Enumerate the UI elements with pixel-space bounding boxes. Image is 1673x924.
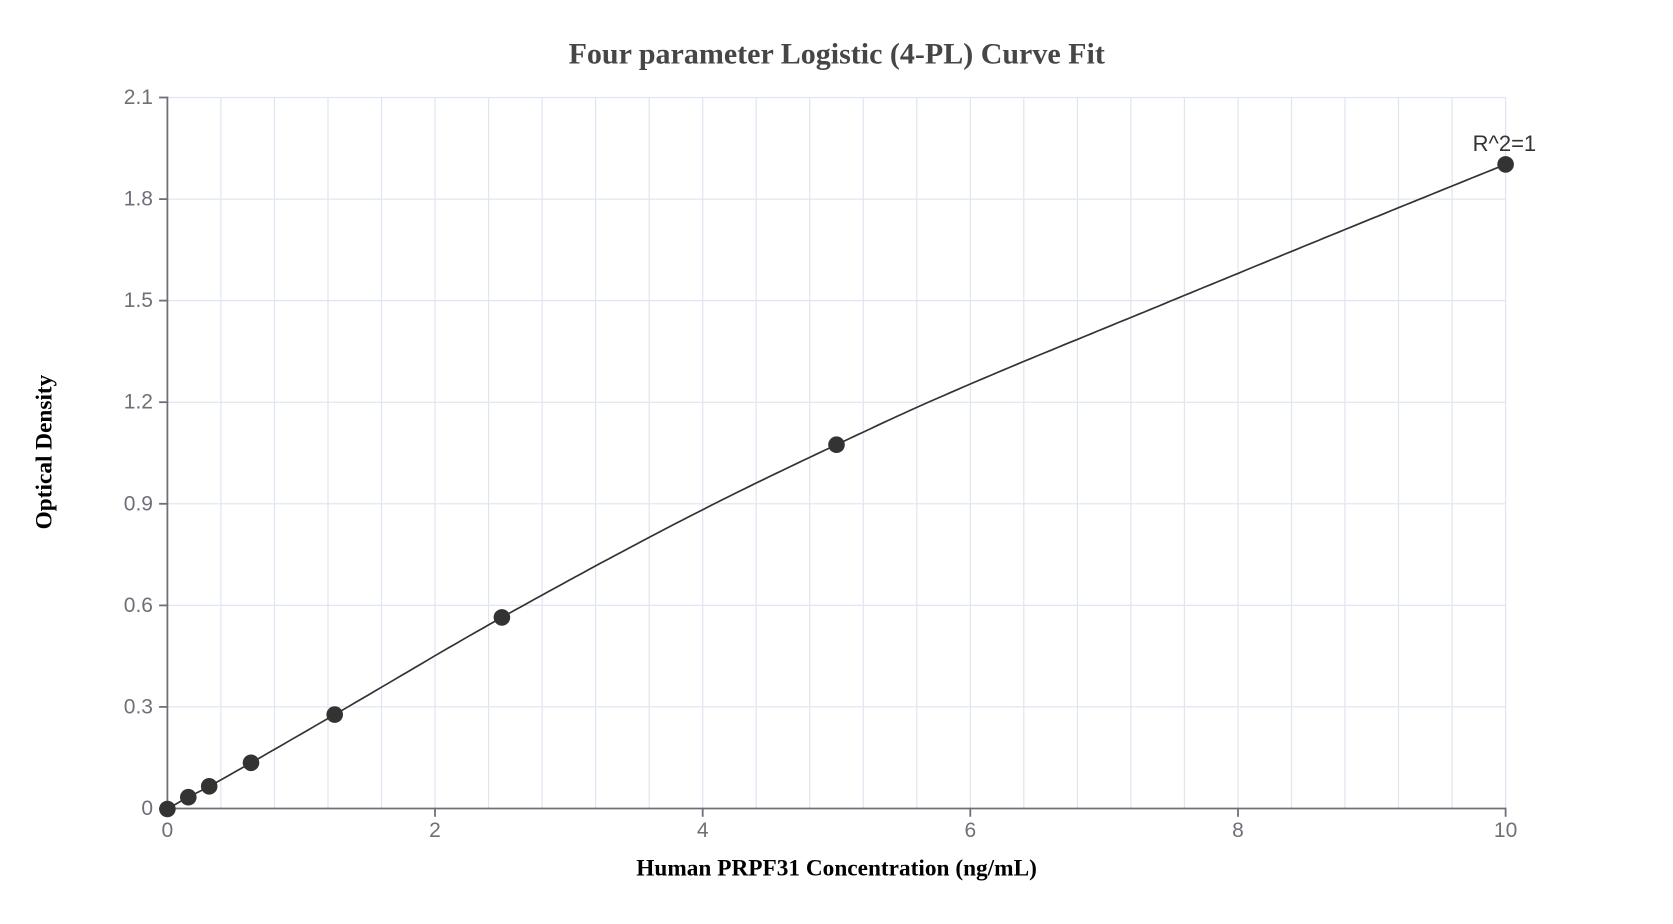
svg-text:4: 4 (697, 819, 709, 842)
svg-text:0.3: 0.3 (124, 695, 153, 718)
svg-text:1.8: 1.8 (124, 188, 153, 211)
svg-text:1.2: 1.2 (124, 391, 153, 414)
svg-text:0: 0 (141, 797, 153, 820)
svg-text:0.9: 0.9 (124, 492, 153, 515)
svg-text:10: 10 (1494, 819, 1517, 842)
svg-text:R^2=1: R^2=1 (1473, 131, 1537, 156)
svg-text:1.5: 1.5 (124, 289, 153, 312)
svg-text:2: 2 (429, 819, 441, 842)
svg-text:Human PRPF31 Concentration (ng: Human PRPF31 Concentration (ng/mL) (636, 856, 1037, 882)
svg-text:0.6: 0.6 (124, 594, 153, 617)
svg-text:0: 0 (162, 819, 174, 842)
svg-text:Four parameter Logistic (4-PL): Four parameter Logistic (4-PL) Curve Fit (569, 38, 1105, 71)
svg-text:6: 6 (964, 819, 976, 842)
svg-text:8: 8 (1232, 819, 1244, 842)
svg-text:Optical Density: Optical Density (31, 374, 57, 529)
svg-text:2.1: 2.1 (124, 86, 153, 109)
